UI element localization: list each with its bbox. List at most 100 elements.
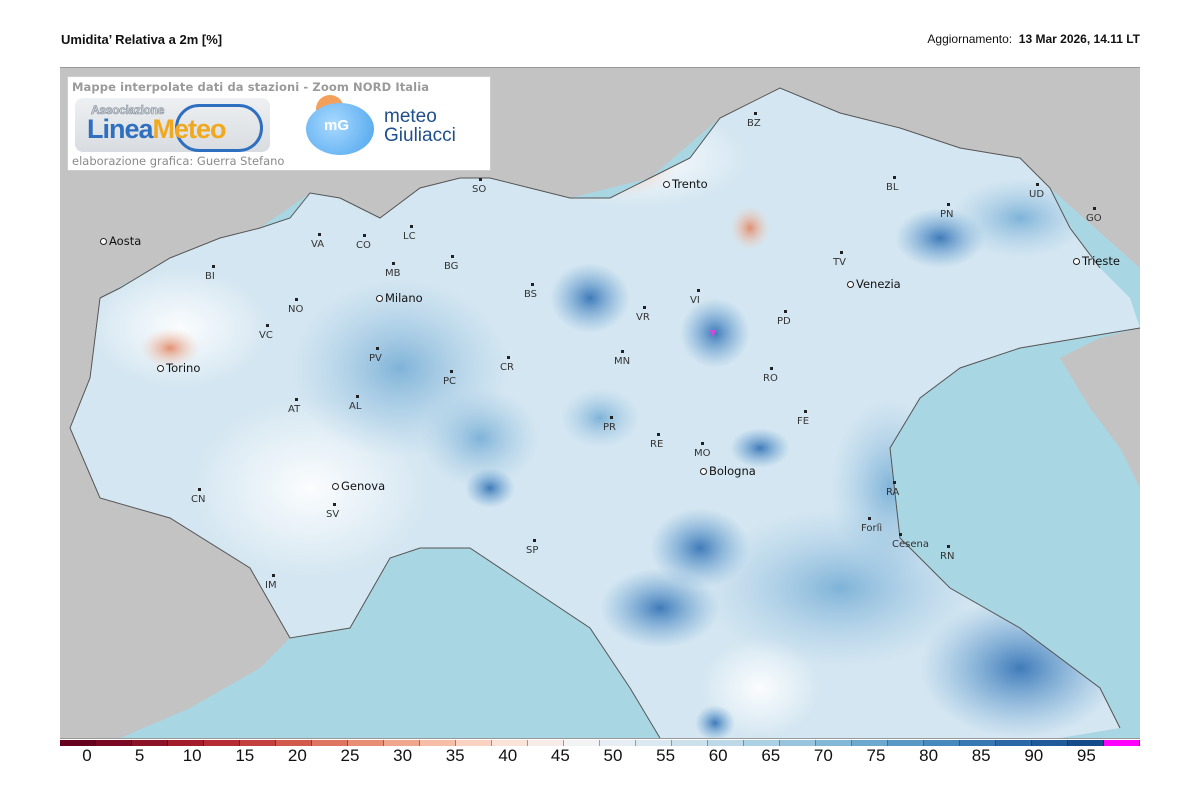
city-marker-icon: [392, 262, 395, 265]
legend-swatch: [276, 740, 312, 746]
legend-swatch: [456, 740, 492, 746]
legend-tick-label: 65: [761, 746, 781, 765]
city-marker-icon: [333, 503, 336, 506]
city-marker-icon: [356, 395, 359, 398]
city-marker-icon: [899, 533, 902, 536]
legend-tick-label: 90: [1024, 746, 1044, 765]
city-marker-icon: [266, 324, 269, 327]
legend-tick-label: 85: [971, 746, 991, 765]
legend-tick-label: 10: [182, 746, 202, 765]
city-label: GO: [1086, 213, 1102, 224]
city-label: FE: [797, 416, 810, 427]
city-marker-icon: [332, 483, 339, 490]
city-marker-icon: [643, 306, 646, 309]
legend-tick-label: 80: [919, 746, 939, 765]
legend-tick-label: 35: [445, 746, 465, 765]
lineameteo-logo[interactable]: Associazione LineaMeteo: [75, 98, 270, 152]
legend-swatch: [420, 740, 456, 746]
city-marker-icon: [701, 442, 704, 445]
city-marker-icon: [450, 370, 453, 373]
city-marker-icon: [784, 310, 787, 313]
city-marker-icon: [1073, 258, 1080, 265]
city-marker-icon: [770, 367, 773, 370]
meteogiuliacci-name: meteo Giuliacci: [384, 106, 456, 146]
legend-swatch: [564, 740, 600, 746]
legend-tick-label: 55: [656, 746, 676, 765]
color-scale-ticks: 0 5 10 15 20 25 30 35 40 45 50 55 60 65 70 75 80 85 90 95: [60, 746, 1140, 768]
city-marker-icon: [533, 539, 536, 542]
legend-swatch: [1104, 740, 1140, 746]
city-marker-icon: [479, 178, 482, 181]
color-scale-bar: [60, 740, 1140, 746]
city-label: CR: [500, 362, 514, 373]
city-label: TV: [833, 257, 846, 268]
legend-swatch: [168, 740, 204, 746]
legend-swatch: [1032, 740, 1068, 746]
legend-swatch: [996, 740, 1032, 746]
legend-swatch: [312, 740, 348, 746]
legend-tick-label: 95: [1076, 746, 1096, 765]
city-marker-icon: [376, 295, 383, 302]
lineameteo-assoc-text: Associazione: [91, 103, 165, 118]
city-label: Genova: [341, 479, 386, 493]
city-label: MB: [385, 268, 401, 279]
legend-swatch: [672, 740, 708, 746]
city-marker-icon: [198, 488, 201, 491]
city-label: PR: [603, 422, 616, 433]
credits-panel: Mappe interpolate dati da stazioni - Zoo…: [67, 76, 491, 171]
city-label: Cesena: [892, 539, 929, 550]
city-marker-icon: [451, 255, 454, 258]
city-marker-icon: [868, 517, 871, 520]
legend-tick-label: 40: [498, 746, 518, 765]
city-marker-icon: [531, 283, 534, 286]
city-label: CN: [191, 494, 206, 505]
legend-tick-label: 30: [393, 746, 413, 765]
city-label: VC: [259, 330, 273, 341]
legend-tick-label: 75: [866, 746, 886, 765]
update-value: 13 Mar 2026, 14.11 LT: [1018, 32, 1140, 46]
legend-swatch: [924, 740, 960, 746]
city-marker-icon: [610, 416, 613, 419]
legend-tick-label: 20: [287, 746, 307, 765]
legend-swatch: [132, 740, 168, 746]
credits-heading: Mappe interpolate dati da stazioni - Zoo…: [72, 80, 430, 94]
legend-tick-label: 70: [813, 746, 833, 765]
city-marker-icon: [657, 433, 660, 436]
city-marker-icon: [697, 289, 700, 292]
humidity-map[interactable]: Mappe interpolate dati da stazioni - Zoo…: [60, 67, 1140, 739]
city-marker-icon: [272, 574, 275, 577]
map-title: Umidita’ Relativa a 2m [%]: [61, 32, 223, 47]
legend-tick-label: 15: [235, 746, 255, 765]
map-canvas: [60, 68, 1140, 738]
legend-tick-label: 5: [134, 746, 145, 765]
cloud-icon: [306, 103, 374, 155]
city-label: AT: [288, 404, 301, 415]
city-marker-icon: [410, 225, 413, 228]
city-marker-icon: [893, 481, 896, 484]
city-label: Forlì: [861, 523, 883, 534]
city-marker-icon: [363, 234, 366, 237]
legend-swatch: [744, 740, 780, 746]
lineameteo-name: LineaMeteo: [87, 114, 227, 144]
city-marker-icon: [295, 298, 298, 301]
city-label: Aosta: [109, 234, 142, 248]
legend-swatch: [384, 740, 420, 746]
city-label: BZ: [747, 118, 761, 129]
city-label: RN: [940, 551, 955, 562]
city-marker-icon: [663, 181, 670, 188]
legend-tick-label: 0: [82, 746, 92, 765]
city-label: Trento: [672, 177, 708, 191]
legend-swatch: [852, 740, 888, 746]
meteogiuliacci-logo[interactable]: mG: [306, 95, 376, 157]
legend-swatch: [528, 740, 564, 746]
legend-swatch: [816, 740, 852, 746]
city-marker-icon: [700, 468, 707, 475]
city-label: UD: [1029, 189, 1045, 200]
city-marker-icon: [507, 356, 510, 359]
city-label: RE: [650, 439, 664, 450]
city-marker-icon: [840, 251, 843, 254]
legend-tick-label: 45: [550, 746, 570, 765]
city-label: VR: [636, 312, 650, 323]
mg-badge: mG: [324, 117, 350, 134]
city-label: BL: [886, 182, 899, 193]
